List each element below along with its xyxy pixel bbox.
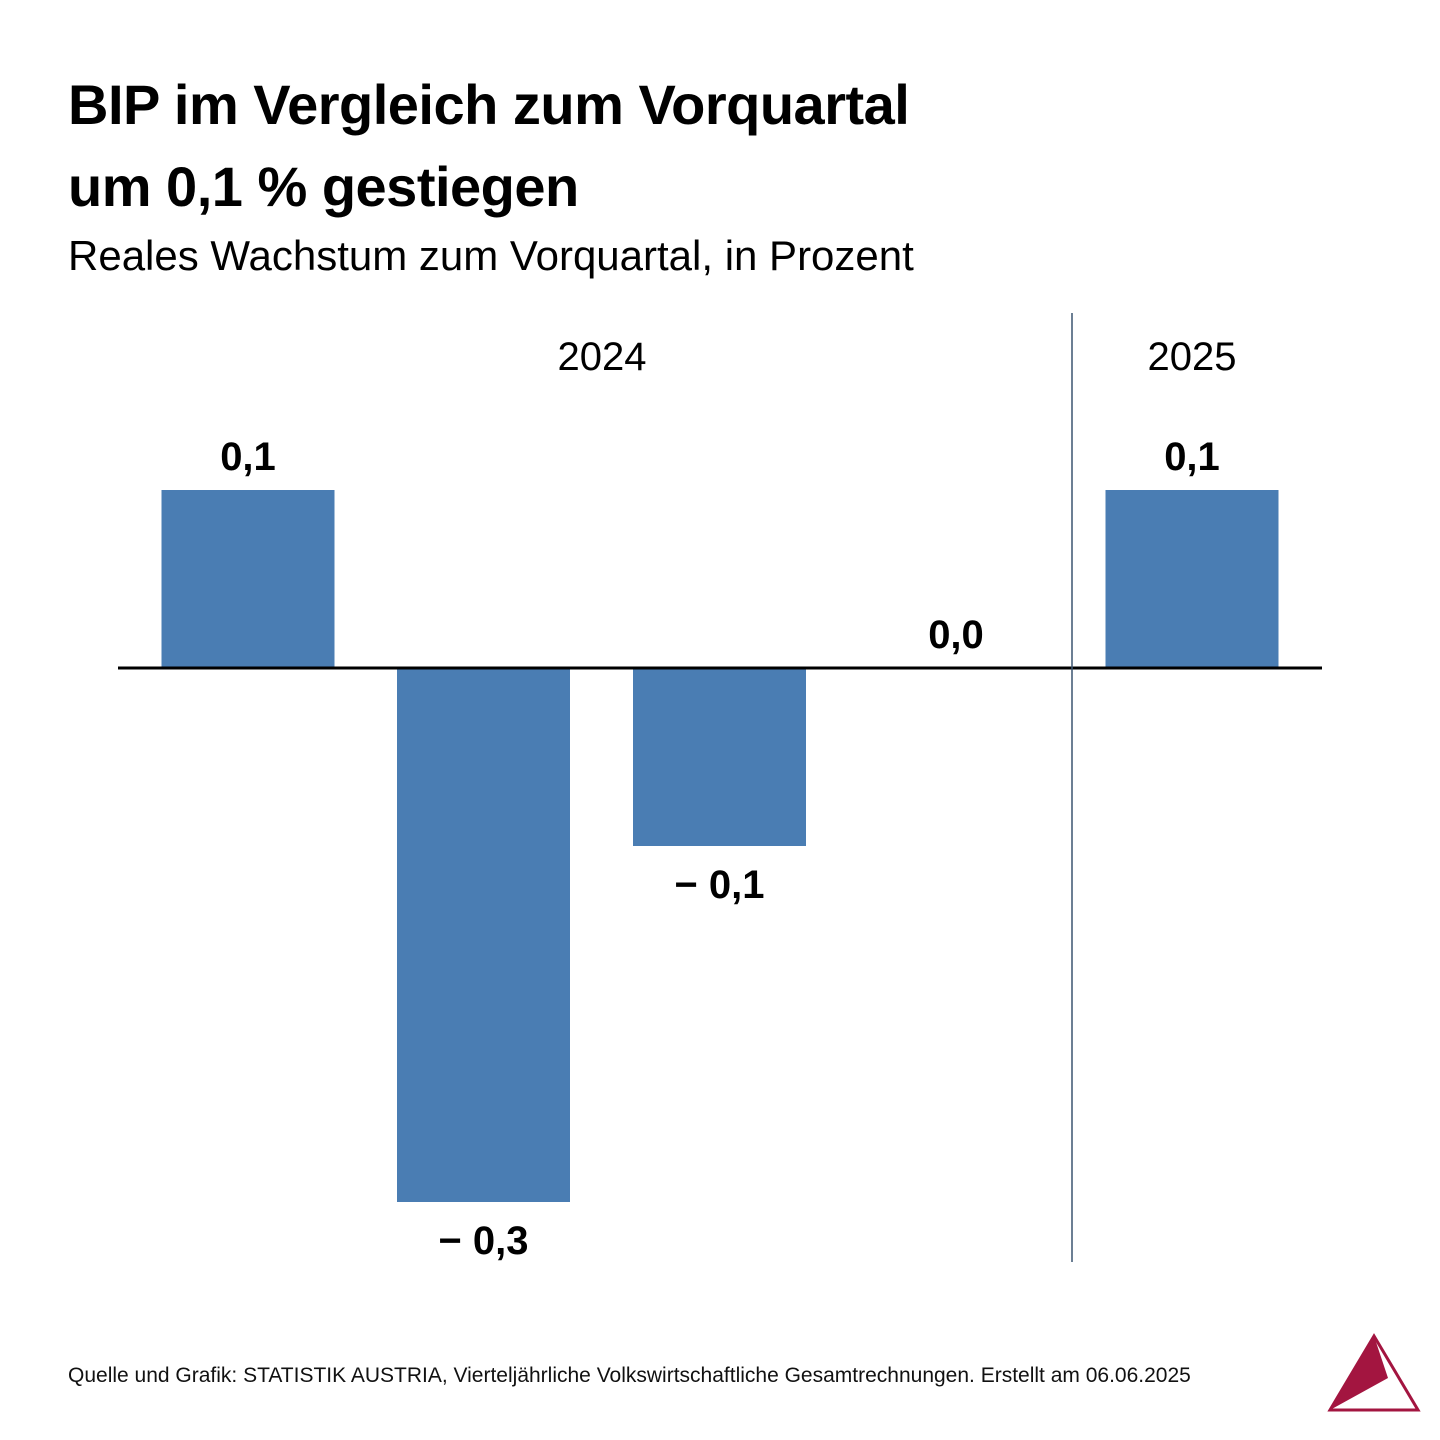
value-label-4: 0,0 xyxy=(928,613,984,657)
year-label-2025: 2025 xyxy=(1148,335,1237,379)
bar-3 xyxy=(633,668,806,846)
chart-title-line-1: BIP im Vergleich zum Vorquartal xyxy=(68,73,910,136)
year-label-2024: 2024 xyxy=(558,335,647,379)
chart-title-line-2: um 0,1 % gestiegen xyxy=(68,155,579,218)
value-label-2: − 0,3 xyxy=(438,1219,528,1263)
value-label-1: 0,1 xyxy=(220,435,276,479)
chart-subtitle: Reales Wachstum zum Vorquartal, in Proze… xyxy=(68,232,914,279)
value-label-5: 0,1 xyxy=(1164,435,1220,479)
bar-5 xyxy=(1105,490,1279,668)
bar-2 xyxy=(397,668,570,1202)
statistik-austria-logo-icon xyxy=(1327,1333,1421,1412)
logo-fill xyxy=(1330,1336,1388,1410)
source-note: Quelle und Grafik: STATISTIK AUSTRIA, Vi… xyxy=(68,1364,1191,1387)
value-label-3: − 0,1 xyxy=(674,863,764,907)
bar-chart: 2024 2025 0,1 − 0,3 − 0,1 0,0 0,1 xyxy=(118,313,1322,1263)
bar-1 xyxy=(161,490,335,668)
chart-title: BIP im Vergleich zum Vorquartal um 0,1 %… xyxy=(68,64,1368,228)
